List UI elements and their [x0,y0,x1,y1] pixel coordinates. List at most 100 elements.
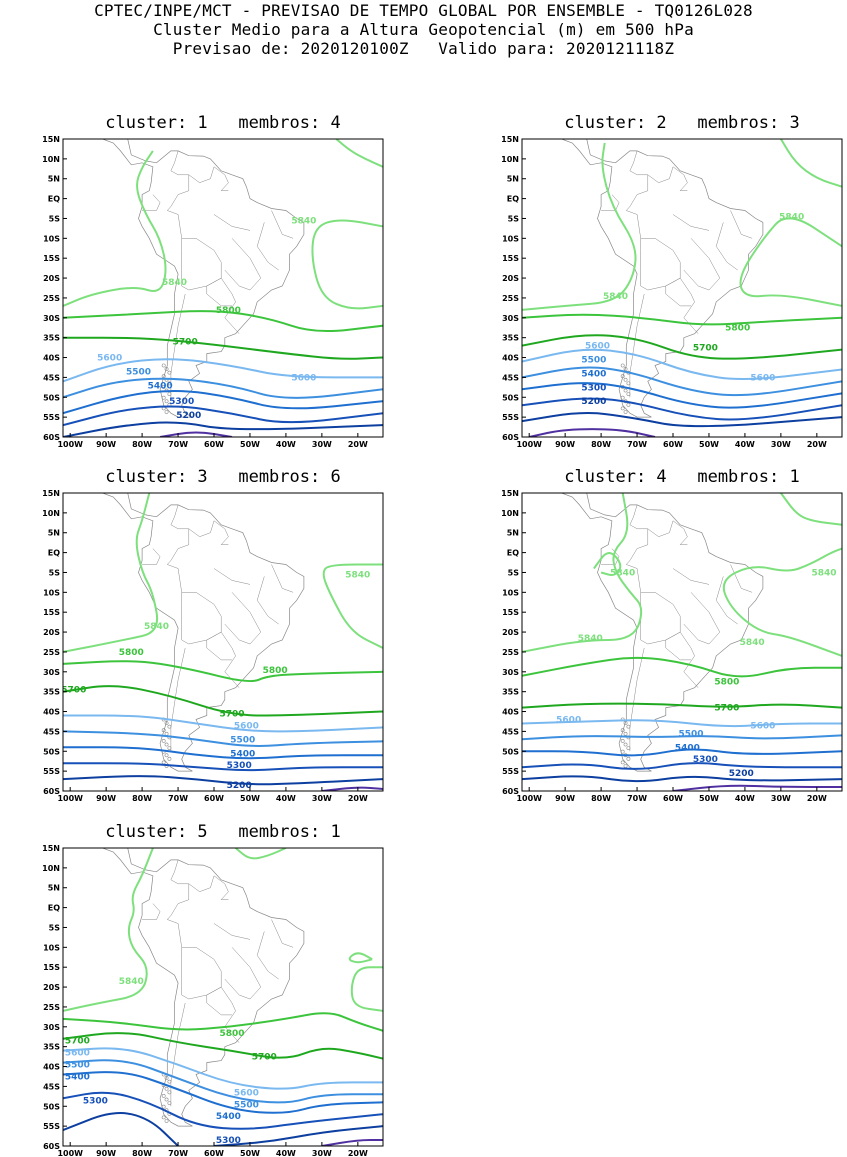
island [623,742,628,747]
lon-tick-label: 40W [276,794,296,803]
island [161,1104,166,1109]
contour-line [63,1047,383,1090]
island [161,395,166,400]
lat-tick-label: 20S [43,983,60,992]
panel-1-title: cluster: 1 membros: 4 [105,113,341,133]
lat-tick-label: 10S [502,234,519,243]
lat-tick-label: 35S [43,1043,60,1052]
country-border [188,520,215,537]
country-border [256,222,279,271]
country-border [629,293,645,398]
country-border [213,923,251,940]
lat-tick-label: 30S [43,668,60,677]
contour-line [672,784,842,791]
contour-line [63,390,383,415]
island [626,756,631,761]
island [161,728,166,733]
country-border [142,548,161,565]
lon-tick-label: 50W [240,1149,260,1157]
contour-label: 5400 [148,381,173,391]
contour-label: 5840 [779,213,804,223]
island [620,406,625,411]
coastline [99,493,305,772]
contour-label: 5600 [750,721,775,731]
map-panel-1: 5840 5840 5800 5700 5600 5600 5500 5400 5300 5200… [42,135,384,449]
lon-tick-label: 20W [807,794,827,803]
lat-tick-label: 15N [42,135,60,144]
lon-tick-label: 80W [591,440,611,449]
lat-tick-label: 10N [501,155,519,164]
contour-line [63,336,383,360]
country-border [167,210,240,334]
island [620,739,625,743]
country-border [224,947,262,1000]
contour-line [522,382,842,409]
contour-label: 5700 [219,710,244,720]
island [626,746,631,750]
island [164,410,169,414]
lat-tick-label: 15N [501,135,519,144]
panel-2-title: cluster: 2 membros: 3 [564,113,800,133]
lon-tick-label: 100W [57,1149,83,1157]
contour-line [522,348,842,380]
map-background [522,139,842,437]
contour-label: 5840 [811,569,836,579]
lon-tick-label: 100W [57,440,83,449]
island [164,742,169,747]
contour-line [322,563,383,649]
contour-line [63,1032,383,1060]
island [620,760,625,765]
lat-tick-label: 50S [43,747,60,756]
contour-label: 5700 [252,1053,277,1063]
contour-line [213,1125,383,1146]
map-frame [62,492,384,792]
contour-label: 5840 [740,638,765,648]
contour-line [350,966,383,1012]
contour-label: 5800 [216,306,241,316]
lon-tick-label: 90W [96,440,116,449]
lat-tick-label: 20S [502,274,519,283]
contour-label: 5500 [581,356,606,366]
contour-label: 5500 [65,1061,90,1071]
island [164,367,169,371]
island [164,1097,169,1102]
header-dates: Previsao de: 2020120100Z Valido para: 20… [172,39,675,58]
lat-tick-label: 45S [502,373,519,382]
lon-tick-label: 100W [516,440,542,449]
country-border [213,568,251,585]
lat-tick-label: 45S [43,1082,60,1091]
island [167,724,172,729]
contour-label: 5600 [234,1088,259,1098]
contour-label: 5840 [603,292,628,302]
island [620,395,625,400]
country-border [626,210,699,334]
country-border [665,277,691,307]
country-border [683,592,721,645]
contour-label: 5500 [234,1100,259,1110]
lat-tick-label: 10N [501,509,519,518]
contour-label: 5700 [65,1037,90,1047]
lat-tick-label: 60S [43,1142,60,1151]
lat-tick-label: 20S [43,628,60,637]
header-subtitle: Cluster Medio para a Altura Geopotencial… [153,20,694,39]
contour-line [63,775,383,786]
island [167,756,172,761]
contour-label: 5840 [291,217,316,227]
lat-tick-label: 35S [502,688,519,697]
contour-line [63,1012,383,1032]
country-border [715,576,738,625]
lat-tick-label: 45S [43,727,60,736]
contour-line [722,547,842,657]
contour-label: 5300 [581,383,606,393]
lat-tick-label: 5S [508,215,520,224]
country-border [142,194,161,211]
lon-tick-label: 20W [348,1149,368,1157]
contour-line [522,748,842,757]
country-border [188,875,215,892]
lon-tick-label: 30W [771,794,791,803]
lat-tick-label: 15S [43,608,60,617]
lon-tick-label: 70W [627,794,647,803]
contour-line [522,656,842,678]
panel-4-title: cluster: 4 membros: 1 [564,467,800,487]
lat-tick-label: 5S [508,569,520,578]
